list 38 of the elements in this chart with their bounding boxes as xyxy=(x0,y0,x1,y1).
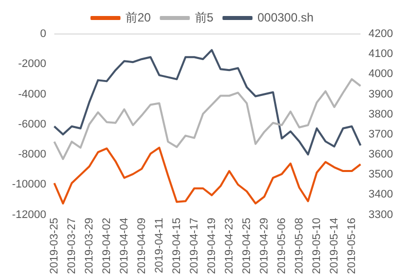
y2-tick-label: 3300 xyxy=(368,208,394,221)
y2-tick-label: 4000 xyxy=(368,68,394,80)
y-tick-label: -8000 xyxy=(18,148,46,161)
y2-tick-label: 3700 xyxy=(368,128,394,140)
y-tick-label: -2000 xyxy=(18,58,46,70)
y-tick-label: 0 xyxy=(40,28,46,40)
legend-label: 前5 xyxy=(194,10,214,24)
y2-tick-label: 3900 xyxy=(368,88,394,100)
y2-tick-label: 3800 xyxy=(368,108,394,120)
x-tick-label: 2019-05-16 xyxy=(346,218,358,274)
x-tick-label: 2019-04-04 xyxy=(118,218,130,274)
x-tick-label: 2019-04-25 xyxy=(240,218,253,274)
y2-tick-label: 4100 xyxy=(368,48,394,60)
x-tick-label: 2019-04-29 xyxy=(258,218,270,274)
x-tick-label: 2019-05-10 xyxy=(310,218,323,274)
x-tick-label: 2019-04-19 xyxy=(206,218,218,274)
x-tick-label: 2019-04-15 xyxy=(170,218,183,274)
y2-tick-label: 3400 xyxy=(368,188,394,201)
x-tick-label: 2019-03-27 xyxy=(66,218,78,274)
legend-label: 000300.sh xyxy=(257,10,314,24)
y-tick-label: -10000 xyxy=(12,178,46,191)
y-tick-label: -6000 xyxy=(18,118,46,130)
x-tick-label: 2019-05-06 xyxy=(276,218,288,274)
y2-tick-label: 4200 xyxy=(368,28,394,40)
x-tick-label: 2019-03-25 xyxy=(48,218,60,274)
x-tick-label: 2019-04-23 xyxy=(223,218,236,274)
x-tick-label: 2019-04-11 xyxy=(153,218,166,274)
x-tick-label: 2019-05-08 xyxy=(293,218,306,274)
x-tick-label: 2019-03-29 xyxy=(83,218,96,274)
x-tick-label: 2019-04-17 xyxy=(188,218,200,274)
x-tick-label: 2019-04-02 xyxy=(100,218,113,274)
legend-label: 前20 xyxy=(125,10,152,24)
y-tick-label: -12000 xyxy=(12,208,46,221)
x-tick-label: 2019-04-09 xyxy=(136,218,148,274)
y2-tick-label: 3500 xyxy=(368,168,394,181)
y-tick-label: -4000 xyxy=(18,88,46,100)
x-tick-label: 2019-05-14 xyxy=(328,218,340,274)
y2-tick-label: 3600 xyxy=(368,148,394,161)
